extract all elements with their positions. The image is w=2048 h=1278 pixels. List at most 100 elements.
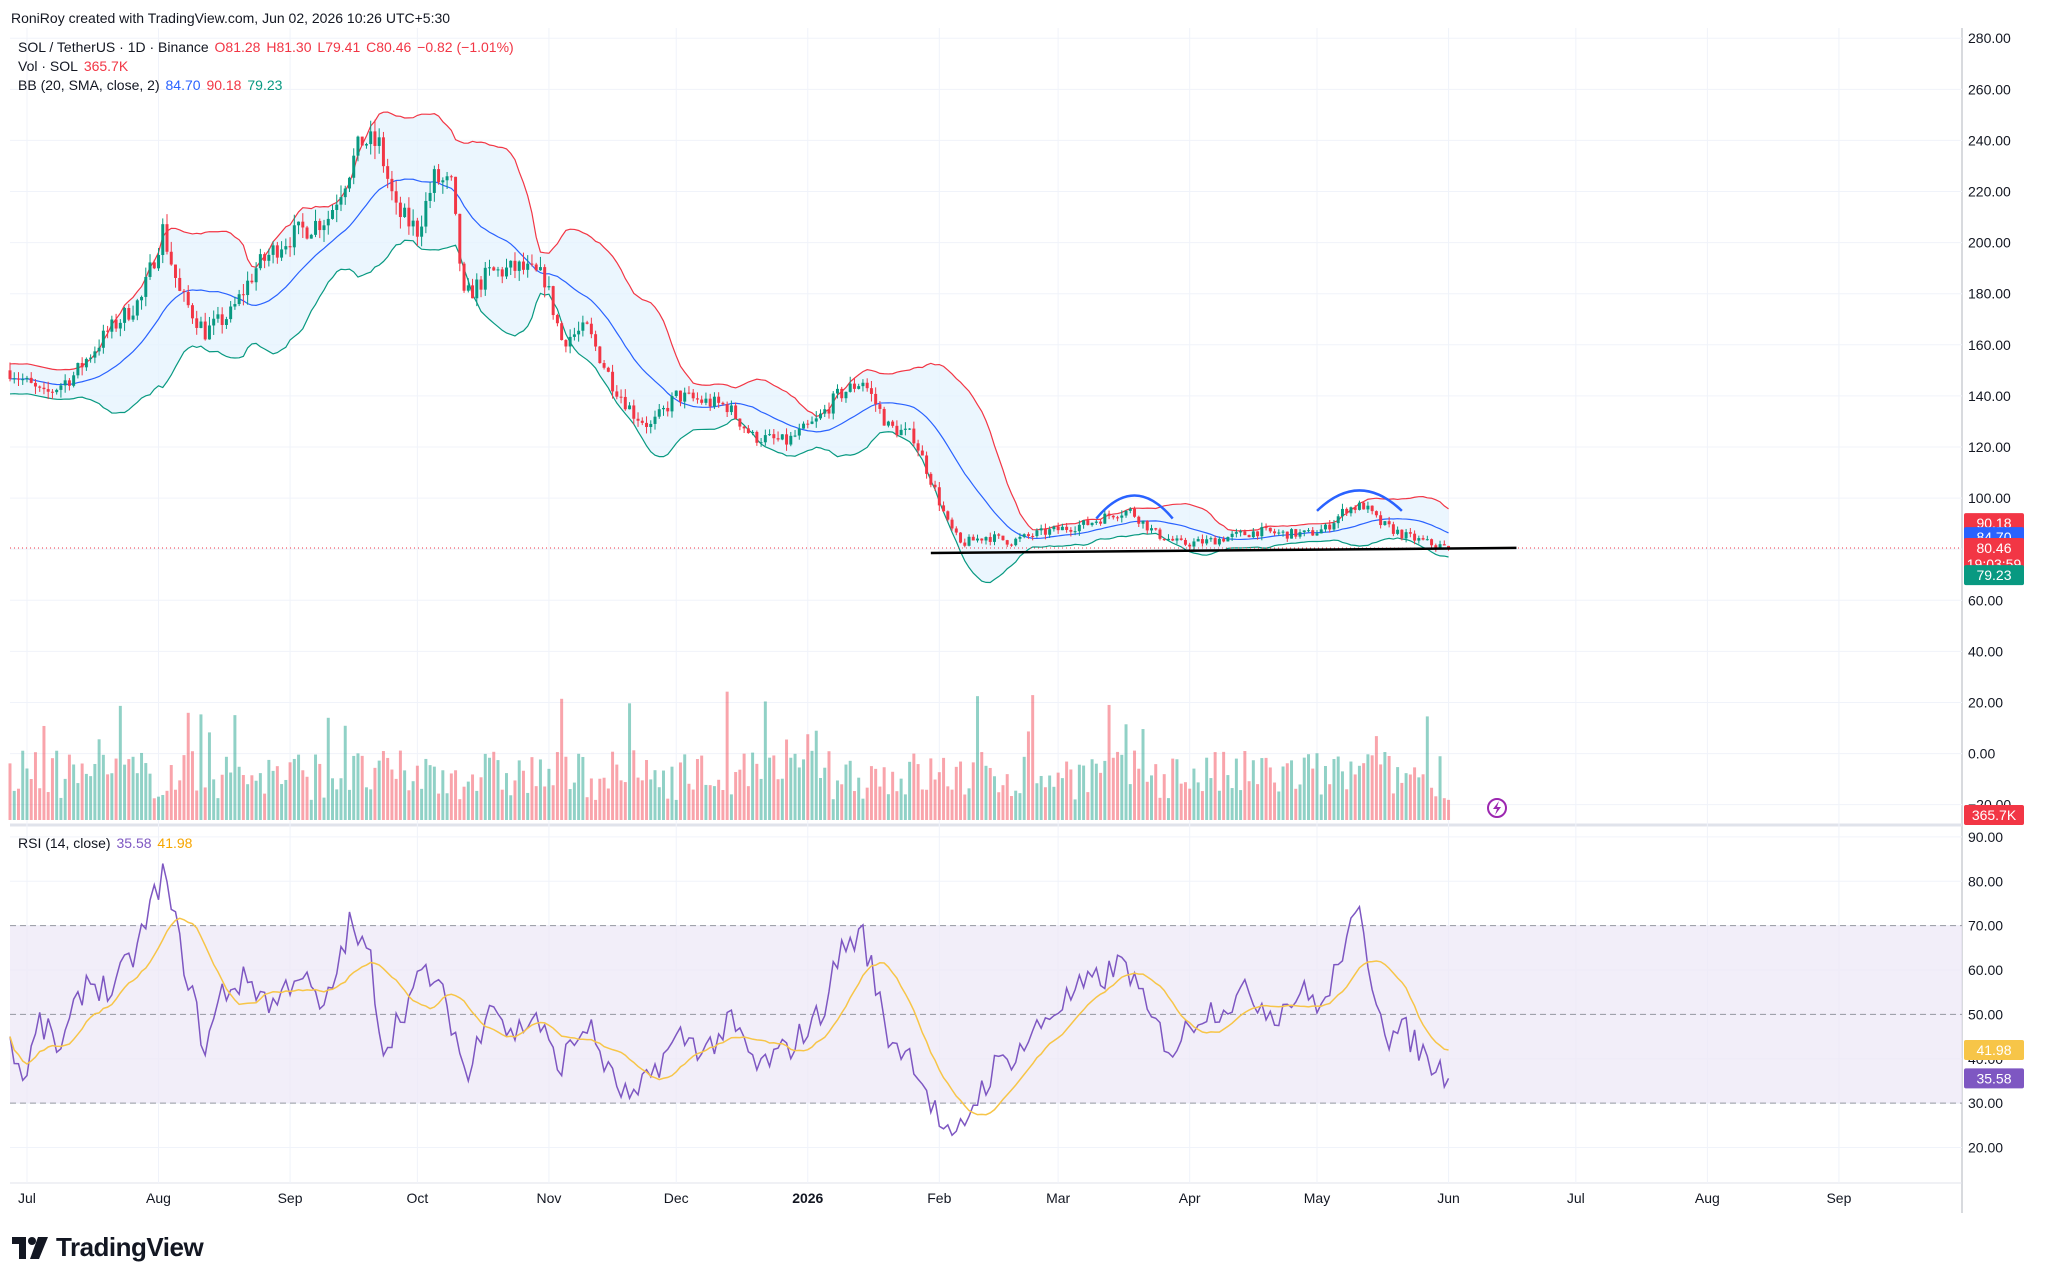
candle-body bbox=[432, 169, 436, 193]
volume-bar bbox=[1094, 763, 1098, 820]
volume-bar bbox=[1069, 769, 1073, 820]
candle-body bbox=[496, 269, 500, 271]
rsi-axis-label: 70.00 bbox=[1968, 918, 2003, 934]
volume-bar bbox=[500, 789, 504, 820]
candle-body bbox=[33, 382, 37, 387]
candle-body bbox=[628, 405, 632, 410]
rsi-ma-value: 41.98 bbox=[157, 835, 193, 851]
volume-bar bbox=[797, 767, 801, 820]
volume-bar bbox=[454, 770, 458, 820]
volume-bar bbox=[602, 777, 606, 820]
rsi-line bbox=[9, 863, 1450, 1137]
volume-bar bbox=[993, 776, 996, 820]
volume-bar bbox=[479, 777, 483, 820]
candle-body bbox=[925, 455, 929, 474]
volume-bar bbox=[543, 786, 547, 820]
volume-bar bbox=[441, 770, 445, 820]
volume-bar bbox=[819, 777, 822, 820]
candle-body bbox=[1158, 529, 1162, 539]
candle-body bbox=[1264, 527, 1268, 529]
volume-bar bbox=[33, 752, 37, 820]
volume-bar bbox=[1154, 764, 1158, 820]
price-axis-label: 120.00 bbox=[1968, 439, 2011, 455]
candle-body bbox=[21, 379, 25, 381]
candle-body bbox=[1239, 531, 1243, 533]
candle-body bbox=[390, 178, 394, 192]
candle-body bbox=[827, 409, 831, 414]
volume-bar bbox=[1145, 781, 1149, 820]
volume-label[interactable]: Vol · SOL bbox=[18, 58, 78, 74]
candle-body bbox=[891, 421, 895, 426]
candle-body bbox=[912, 428, 916, 444]
volume-bar bbox=[551, 785, 555, 820]
volume-bar bbox=[123, 764, 127, 820]
candle-body bbox=[1188, 544, 1192, 547]
candle-body bbox=[29, 377, 33, 383]
volume-bar bbox=[653, 770, 657, 820]
volume-bar bbox=[288, 762, 292, 820]
bollinger-basis-line bbox=[9, 178, 1449, 541]
volume-bar bbox=[729, 794, 733, 820]
volume-bar bbox=[725, 691, 729, 820]
candle-body bbox=[500, 269, 504, 277]
candle-body bbox=[903, 428, 907, 430]
rsi-legend[interactable]: RSI (14, close) 35.58 41.98 bbox=[18, 835, 194, 851]
volume-bar bbox=[224, 756, 228, 820]
symbol-legend[interactable]: SOL / TetherUS · 1D · Binance O81.28 H81… bbox=[18, 39, 516, 55]
volume-bar bbox=[802, 759, 806, 820]
bollinger-legend[interactable]: BB (20, SMA, close, 2) 84.70 90.18 79.23 bbox=[18, 77, 284, 93]
candle-body bbox=[1099, 521, 1103, 524]
pattern-arc[interactable] bbox=[1316, 489, 1403, 512]
candle-body bbox=[46, 389, 50, 392]
candle-body bbox=[1307, 530, 1310, 532]
candle-body bbox=[980, 538, 984, 541]
candle-body bbox=[1073, 531, 1077, 533]
volume-bar bbox=[632, 750, 636, 820]
volume-bar bbox=[318, 763, 322, 820]
volume-bar bbox=[1396, 767, 1400, 820]
volume-bar bbox=[1277, 791, 1281, 820]
volume-bar bbox=[920, 789, 924, 820]
support-trendline[interactable] bbox=[930, 546, 1517, 555]
pattern-arc[interactable] bbox=[1095, 494, 1174, 520]
candle-body bbox=[267, 254, 271, 261]
volume-bar bbox=[1251, 760, 1255, 820]
rsi-ma-tag: 41.98 bbox=[1964, 1039, 2024, 1060]
volume-bar bbox=[1137, 768, 1141, 820]
volume-bar bbox=[704, 784, 708, 820]
rsi-pane bbox=[9, 863, 1962, 1137]
volume-bar bbox=[1124, 724, 1128, 820]
candle-body bbox=[1137, 516, 1141, 524]
volume-bar bbox=[140, 752, 144, 820]
volume-bar bbox=[8, 763, 12, 820]
volume-bar bbox=[1239, 790, 1243, 820]
tradingview-logo[interactable]: TradingView bbox=[12, 1232, 204, 1263]
volume-bar bbox=[810, 750, 814, 820]
lightning-bolt-icon[interactable] bbox=[1487, 798, 1507, 818]
candle-body bbox=[1205, 539, 1209, 544]
candle-body bbox=[305, 227, 309, 239]
candle-body bbox=[683, 392, 687, 402]
volume-legend[interactable]: Vol · SOL 365.7K bbox=[18, 58, 130, 74]
bollinger-label[interactable]: BB (20, SMA, close, 2) bbox=[18, 77, 160, 93]
rsi-label[interactable]: RSI (14, close) bbox=[18, 835, 111, 851]
candle-body bbox=[959, 532, 963, 543]
volume-bar bbox=[233, 715, 237, 820]
candle-body bbox=[1179, 538, 1183, 540]
candle-body bbox=[712, 396, 716, 407]
candle-body bbox=[229, 306, 233, 320]
candle-body bbox=[288, 246, 292, 248]
annotations[interactable] bbox=[930, 489, 1517, 555]
volume-bar bbox=[93, 763, 97, 820]
candle-body bbox=[636, 418, 640, 421]
volume-bar bbox=[212, 779, 216, 820]
candle-body bbox=[1035, 530, 1039, 537]
bollinger-lower-line bbox=[9, 239, 1449, 584]
candle-body bbox=[114, 319, 118, 329]
candle-body bbox=[471, 285, 475, 299]
volume-bar bbox=[267, 759, 271, 820]
volume-bar bbox=[734, 772, 738, 820]
symbol-title[interactable]: SOL / TetherUS · 1D · Binance bbox=[18, 39, 209, 55]
volume-bar bbox=[751, 752, 755, 820]
